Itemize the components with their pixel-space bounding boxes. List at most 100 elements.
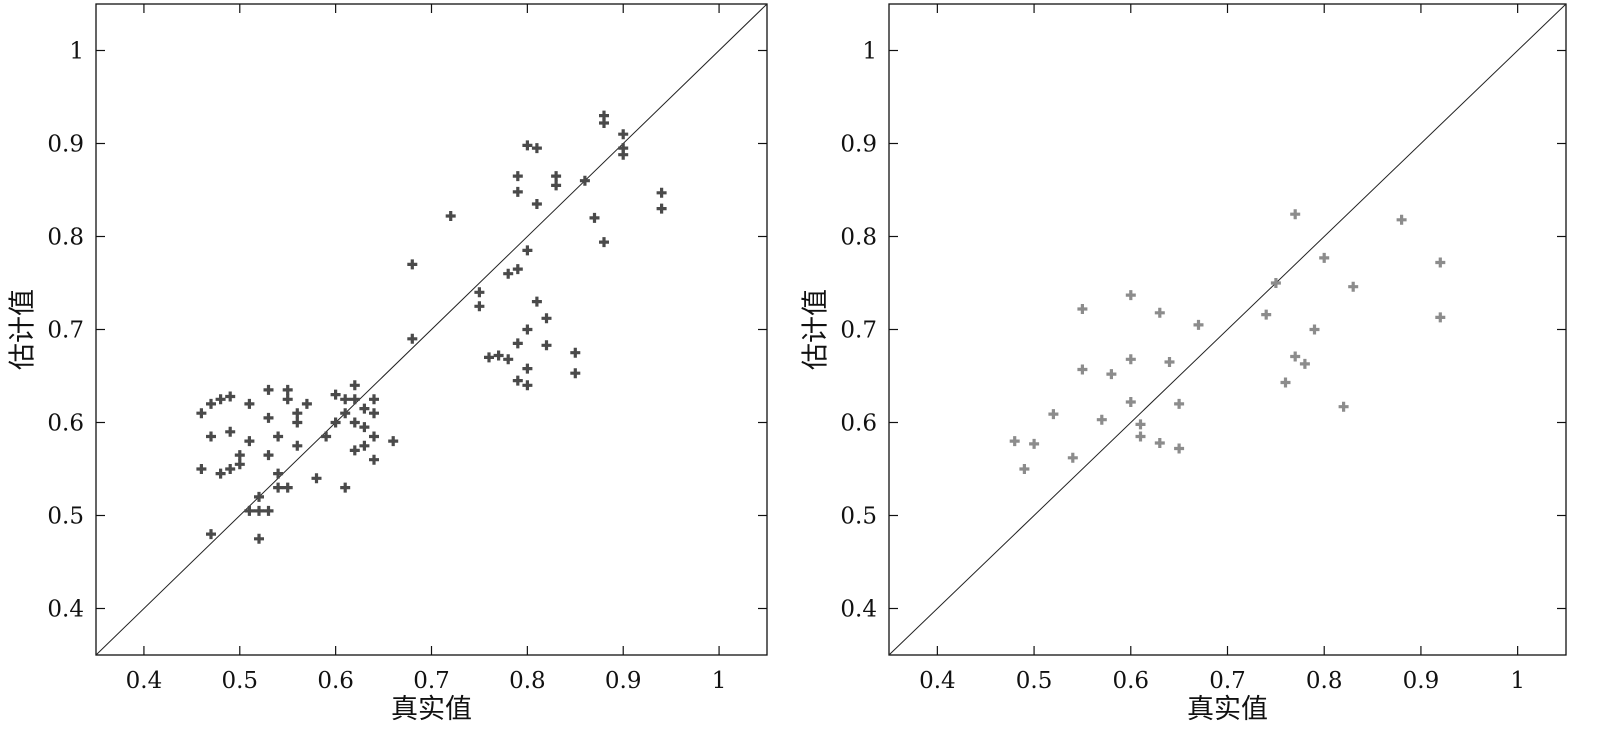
data-point (1019, 464, 1030, 474)
data-point-marker (551, 180, 562, 191)
data-point-marker (1338, 401, 1349, 412)
data-point-marker (1299, 358, 1310, 369)
data-point (1270, 278, 1281, 288)
data-point-marker (1435, 312, 1446, 323)
data-point-marker (292, 408, 303, 419)
data-point-marker (512, 375, 523, 386)
x-tick-label: 0.4 (919, 668, 956, 694)
data-point (254, 533, 264, 544)
y-tick-label: 0.5 (840, 504, 877, 530)
data-point-marker (512, 264, 523, 275)
data-point-marker (349, 417, 360, 428)
data-point (1154, 438, 1165, 448)
data-point-marker (340, 408, 351, 419)
data-point-marker (1309, 324, 1320, 335)
data-point (321, 431, 332, 442)
data-point (579, 175, 590, 186)
data-point (1348, 281, 1359, 292)
x-tick-label: 0.9 (605, 668, 642, 694)
data-point-marker (531, 296, 542, 307)
x-tick-label: 0.7 (1209, 668, 1246, 694)
data-point (369, 394, 379, 405)
y-tick-label: 0.7 (840, 318, 877, 344)
data-point-marker (1154, 438, 1165, 448)
data-point-marker (1348, 281, 1359, 292)
data-point (206, 398, 216, 409)
data-point (369, 431, 379, 442)
data-point-marker (531, 199, 542, 209)
data-point (599, 237, 609, 248)
data-point (493, 350, 504, 361)
data-point (1106, 369, 1117, 380)
y-tick-label: 0.9 (47, 132, 84, 158)
data-point (570, 368, 581, 379)
data-point (1193, 319, 1204, 330)
data-point-marker (407, 333, 418, 344)
data-point-marker (359, 440, 370, 451)
data-point-marker (1290, 209, 1301, 220)
data-point-marker (301, 398, 312, 409)
data-point (656, 187, 667, 198)
data-point (282, 394, 293, 405)
data-point (1174, 443, 1185, 454)
data-point-marker (1135, 431, 1146, 442)
data-point (273, 482, 284, 493)
data-point-marker (263, 450, 274, 461)
data-point-marker (618, 149, 629, 160)
data-point-marker (254, 533, 264, 544)
x-tick-label: 0.8 (1306, 668, 1343, 694)
data-point (503, 354, 514, 365)
data-point (541, 313, 552, 324)
data-point-marker (273, 468, 284, 479)
data-point (263, 450, 274, 461)
data-point-marker (1396, 214, 1407, 225)
data-point (340, 482, 351, 493)
data-point (234, 459, 245, 470)
data-point-marker (1019, 464, 1030, 474)
y-tick-label: 0.4 (47, 597, 84, 623)
data-point-marker (1077, 364, 1088, 375)
data-point (522, 140, 533, 151)
data-point-marker (1280, 377, 1291, 388)
data-point (1029, 438, 1040, 449)
data-point-marker (225, 426, 236, 437)
y-tick-label: 0.7 (47, 318, 84, 344)
data-point (1261, 309, 1272, 320)
data-point (225, 426, 236, 437)
data-point (1319, 252, 1330, 263)
data-point (330, 417, 341, 428)
data-point (330, 389, 341, 400)
y-tick-label: 0.9 (840, 132, 877, 158)
data-point-marker (349, 445, 360, 456)
data-point (311, 473, 322, 484)
data-point (206, 529, 216, 540)
data-point-marker (282, 384, 293, 395)
data-point (244, 505, 255, 516)
data-point-marker (234, 450, 245, 461)
data-point-marker (551, 171, 562, 182)
x-tick-label: 1 (712, 668, 727, 694)
data-point-marker (388, 436, 399, 447)
data-point-marker (292, 417, 303, 428)
y-axis-label: 估计值 (7, 289, 38, 370)
data-point-marker (1096, 414, 1107, 425)
data-point-marker (1077, 304, 1088, 314)
y-tick-label: 0.6 (47, 411, 84, 437)
data-point (512, 264, 523, 275)
data-point (1435, 312, 1446, 323)
data-point-marker (1154, 307, 1165, 318)
data-point (656, 203, 667, 214)
data-point-marker (599, 237, 609, 248)
data-point-marker (254, 491, 264, 502)
data-point (1435, 257, 1446, 268)
x-axis-label: 真实值 (1187, 694, 1268, 725)
data-point (522, 380, 533, 391)
data-point (531, 199, 542, 209)
data-point (254, 505, 264, 516)
data-point (349, 417, 360, 428)
data-point-marker (493, 350, 504, 361)
data-point-marker (445, 211, 456, 221)
data-point (1048, 409, 1059, 420)
data-point (1309, 324, 1320, 335)
data-point-marker (1125, 397, 1136, 407)
